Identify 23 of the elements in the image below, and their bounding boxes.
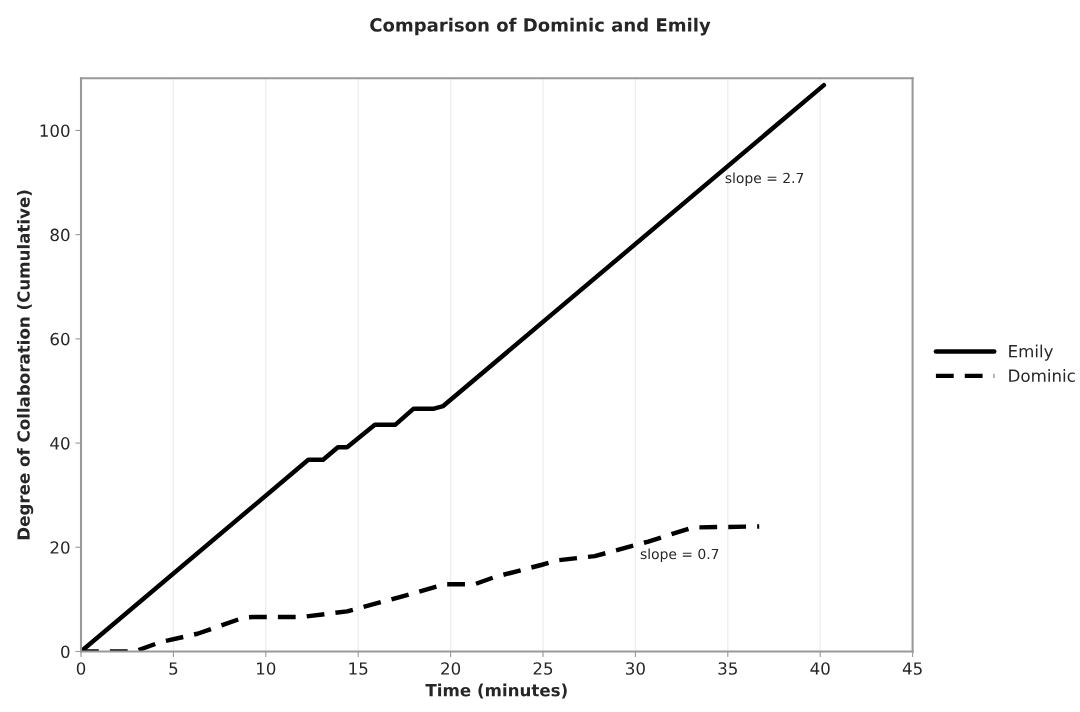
legend-label: Dominic: [1009, 369, 1075, 382]
y-axis-title: Degree of Collaboration (Cumulative): [16, 190, 34, 540]
y-tick-label: 60: [50, 332, 70, 346]
x-tick-label: 5: [169, 662, 178, 675]
y-tick-label: 20: [50, 541, 70, 554]
y-tick-label: 100: [40, 124, 70, 137]
x-tick-label: 0: [76, 662, 86, 675]
y-tick-label: 40: [50, 437, 70, 450]
x-tick-label: 30: [626, 662, 645, 675]
chart-title: Comparison of Dominic and Emily: [370, 17, 711, 36]
annotation: slope = 0.7: [640, 548, 719, 562]
x-tick-label: 15: [349, 662, 368, 675]
legend-label: Emily: [1009, 344, 1053, 361]
x-tick-label: 35: [718, 662, 737, 675]
annotation: slope = 2.7: [725, 172, 804, 186]
x-axis-title: Time (minutes): [425, 683, 567, 699]
x-tick-label: 25: [533, 662, 553, 675]
y-tick-label: 0: [61, 645, 70, 659]
y-tick-label: 80: [50, 228, 70, 242]
x-tick-label: 20: [441, 662, 461, 675]
x-tick-label: 45: [902, 662, 922, 675]
x-tick-label: 40: [810, 662, 830, 675]
x-tick-label: 10: [257, 662, 276, 675]
